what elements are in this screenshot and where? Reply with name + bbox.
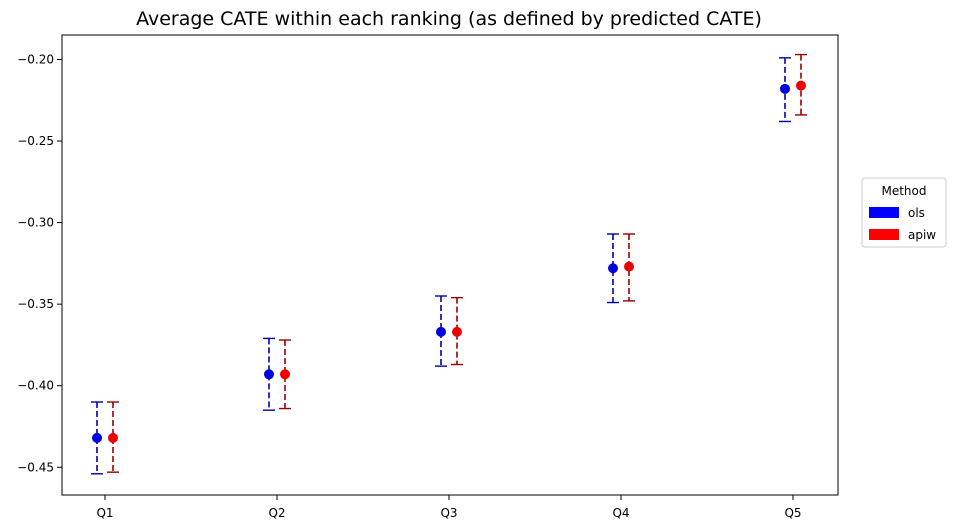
data-point	[264, 369, 274, 380]
data-point	[624, 261, 634, 272]
data-point	[436, 326, 446, 337]
x-tick-label: Q1	[96, 506, 113, 520]
data-point	[452, 326, 462, 337]
x-axis: Q1 Q2 Q3 Q4 Q5	[96, 495, 802, 520]
data-point	[108, 432, 118, 443]
y-axis: −0.45 −0.40 −0.35 −0.30 −0.25 −0.20	[17, 52, 62, 474]
y-tick-label: −0.25	[17, 134, 54, 148]
y-tick-label: −0.45	[17, 460, 54, 474]
plot-area	[61, 34, 839, 496]
series-layer	[91, 53, 807, 475]
series-ols	[91, 57, 791, 475]
series-apiw	[107, 53, 807, 473]
legend-items: ols apiw	[869, 206, 936, 242]
data-point	[608, 263, 618, 274]
legend-label-apiw: apiw	[908, 228, 936, 242]
legend-swatch-ols	[869, 207, 899, 218]
legend-title: Method	[881, 184, 926, 198]
x-tick-label: Q4	[612, 506, 629, 520]
x-tick-label: Q2	[268, 506, 285, 520]
chart-title: Average CATE within each ranking (as def…	[136, 8, 762, 30]
data-point	[780, 83, 790, 94]
y-tick-label: −0.40	[17, 379, 54, 393]
y-tick-label: −0.35	[17, 297, 54, 311]
data-point	[796, 80, 806, 91]
x-tick-label: Q5	[784, 506, 801, 520]
legend-label-ols: ols	[908, 206, 925, 220]
data-point	[280, 369, 290, 380]
legend: Method ols apiw	[861, 177, 947, 248]
legend-swatch-apiw	[869, 229, 899, 240]
data-point	[92, 432, 102, 443]
y-tick-label: −0.20	[17, 52, 54, 66]
x-tick-label: Q3	[440, 506, 457, 520]
y-tick-label: −0.30	[17, 216, 54, 230]
